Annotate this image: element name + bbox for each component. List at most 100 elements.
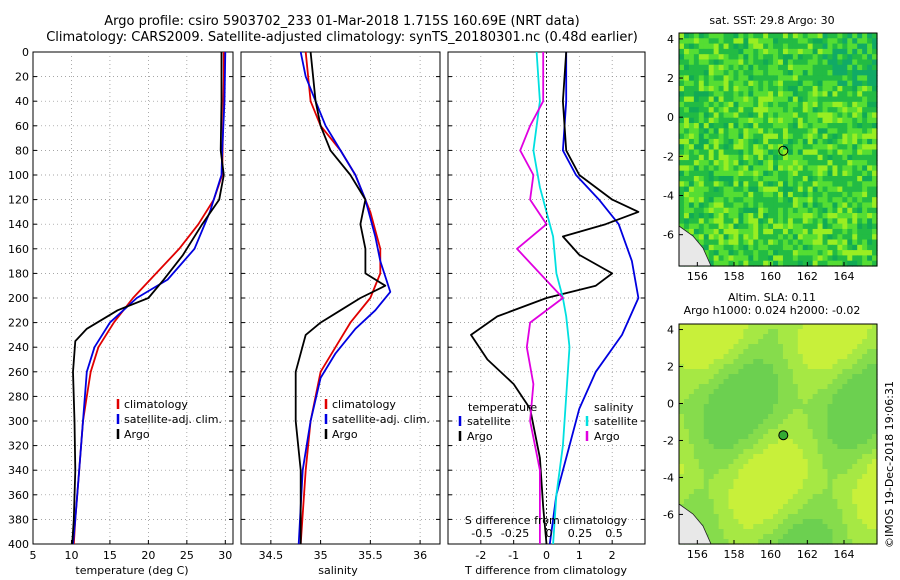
map-cell [703,59,710,66]
map-cell [758,489,764,495]
map-cell [718,38,725,45]
map-cell [832,75,838,82]
map-cell [753,207,759,214]
map-cell [827,474,834,480]
map-cell [832,414,838,420]
map-cell [679,186,685,193]
map-cell [872,474,878,480]
map-cell [787,128,794,135]
map-cell [708,85,715,92]
map-cell [733,149,739,156]
map-cell [792,33,799,39]
map-cell [758,207,764,214]
map-cell [738,91,744,98]
map-cell [738,494,744,500]
map-cell [688,33,695,39]
map-cell [857,33,863,39]
map-cell [683,399,690,405]
map-cell [768,170,774,177]
map-cell [782,399,789,405]
map-cell [688,414,695,420]
map-cell [837,454,843,460]
map-cell [778,334,784,340]
map-cell [867,334,873,340]
map-cell [738,484,744,490]
map-cell [748,101,754,108]
map-cell [733,96,739,103]
map-cell [768,91,774,98]
map-cell [837,504,843,510]
map-cell [852,534,858,540]
map-cell [773,494,779,500]
map-cell [733,334,739,340]
map-cell [738,154,744,161]
map-cell [708,484,715,490]
map-cell [773,329,779,335]
map-cell [832,364,838,370]
map-cell [822,359,829,365]
map-cell [842,479,848,485]
map-cell [743,329,749,335]
map-x-tick-label: 162 [797,270,818,283]
map-cell [807,144,814,151]
map-cell [743,260,749,267]
map-cell [698,414,705,420]
map-cell [718,59,725,66]
map-cell [862,409,868,415]
title-line-1: Argo profile: csiro 5903702_233 01-Mar-2… [104,14,580,29]
map-cell [703,419,710,425]
map-cell [738,389,744,395]
map-cell [832,250,838,257]
map-cell [847,419,853,425]
map-cell [743,165,749,172]
map-cell [847,165,853,172]
map-cell [842,144,848,151]
map-cell [693,469,700,475]
map-cell [802,101,809,108]
map-cell [748,509,754,515]
map-cell [842,234,848,241]
x-tick-label: 34.5 [259,549,284,562]
map-cell [688,91,695,98]
map-cell [748,33,754,39]
map-cell [698,85,705,92]
map-cell [812,197,819,204]
map-cell [758,359,764,365]
map-cell [723,75,730,82]
map-cell [728,474,735,480]
map-cell [743,534,749,540]
map-cell [872,429,878,435]
map-cell [693,434,700,440]
map-cell [857,202,863,209]
map-cell [837,444,843,450]
map-cell [718,519,725,525]
map-cell [778,228,784,235]
map-cell [708,459,715,465]
map-cell [718,479,725,485]
map-cell [837,218,843,225]
map-cell [768,394,774,400]
map-cell [753,449,759,455]
map-cell [802,112,809,119]
map-cell [812,434,819,440]
map-cell [753,409,759,415]
map-cell [683,409,690,415]
map-cell [837,489,843,495]
map-cell [857,344,863,350]
map-cell [738,112,744,119]
map-cell [787,444,794,450]
map-cell [832,228,838,235]
map-cell [792,202,799,209]
map-y-tick-label: -2 [663,434,674,447]
map-cell [807,85,814,92]
map-cell [698,324,705,330]
map-cell [778,223,784,230]
map-cell [728,419,735,425]
map-cell [797,123,804,129]
depth-tick-label: 260 [8,366,29,379]
map-cell [797,444,804,450]
map-cell [748,260,754,267]
map-cell [857,474,863,480]
map-cell [728,223,735,230]
map-cell [778,524,784,530]
